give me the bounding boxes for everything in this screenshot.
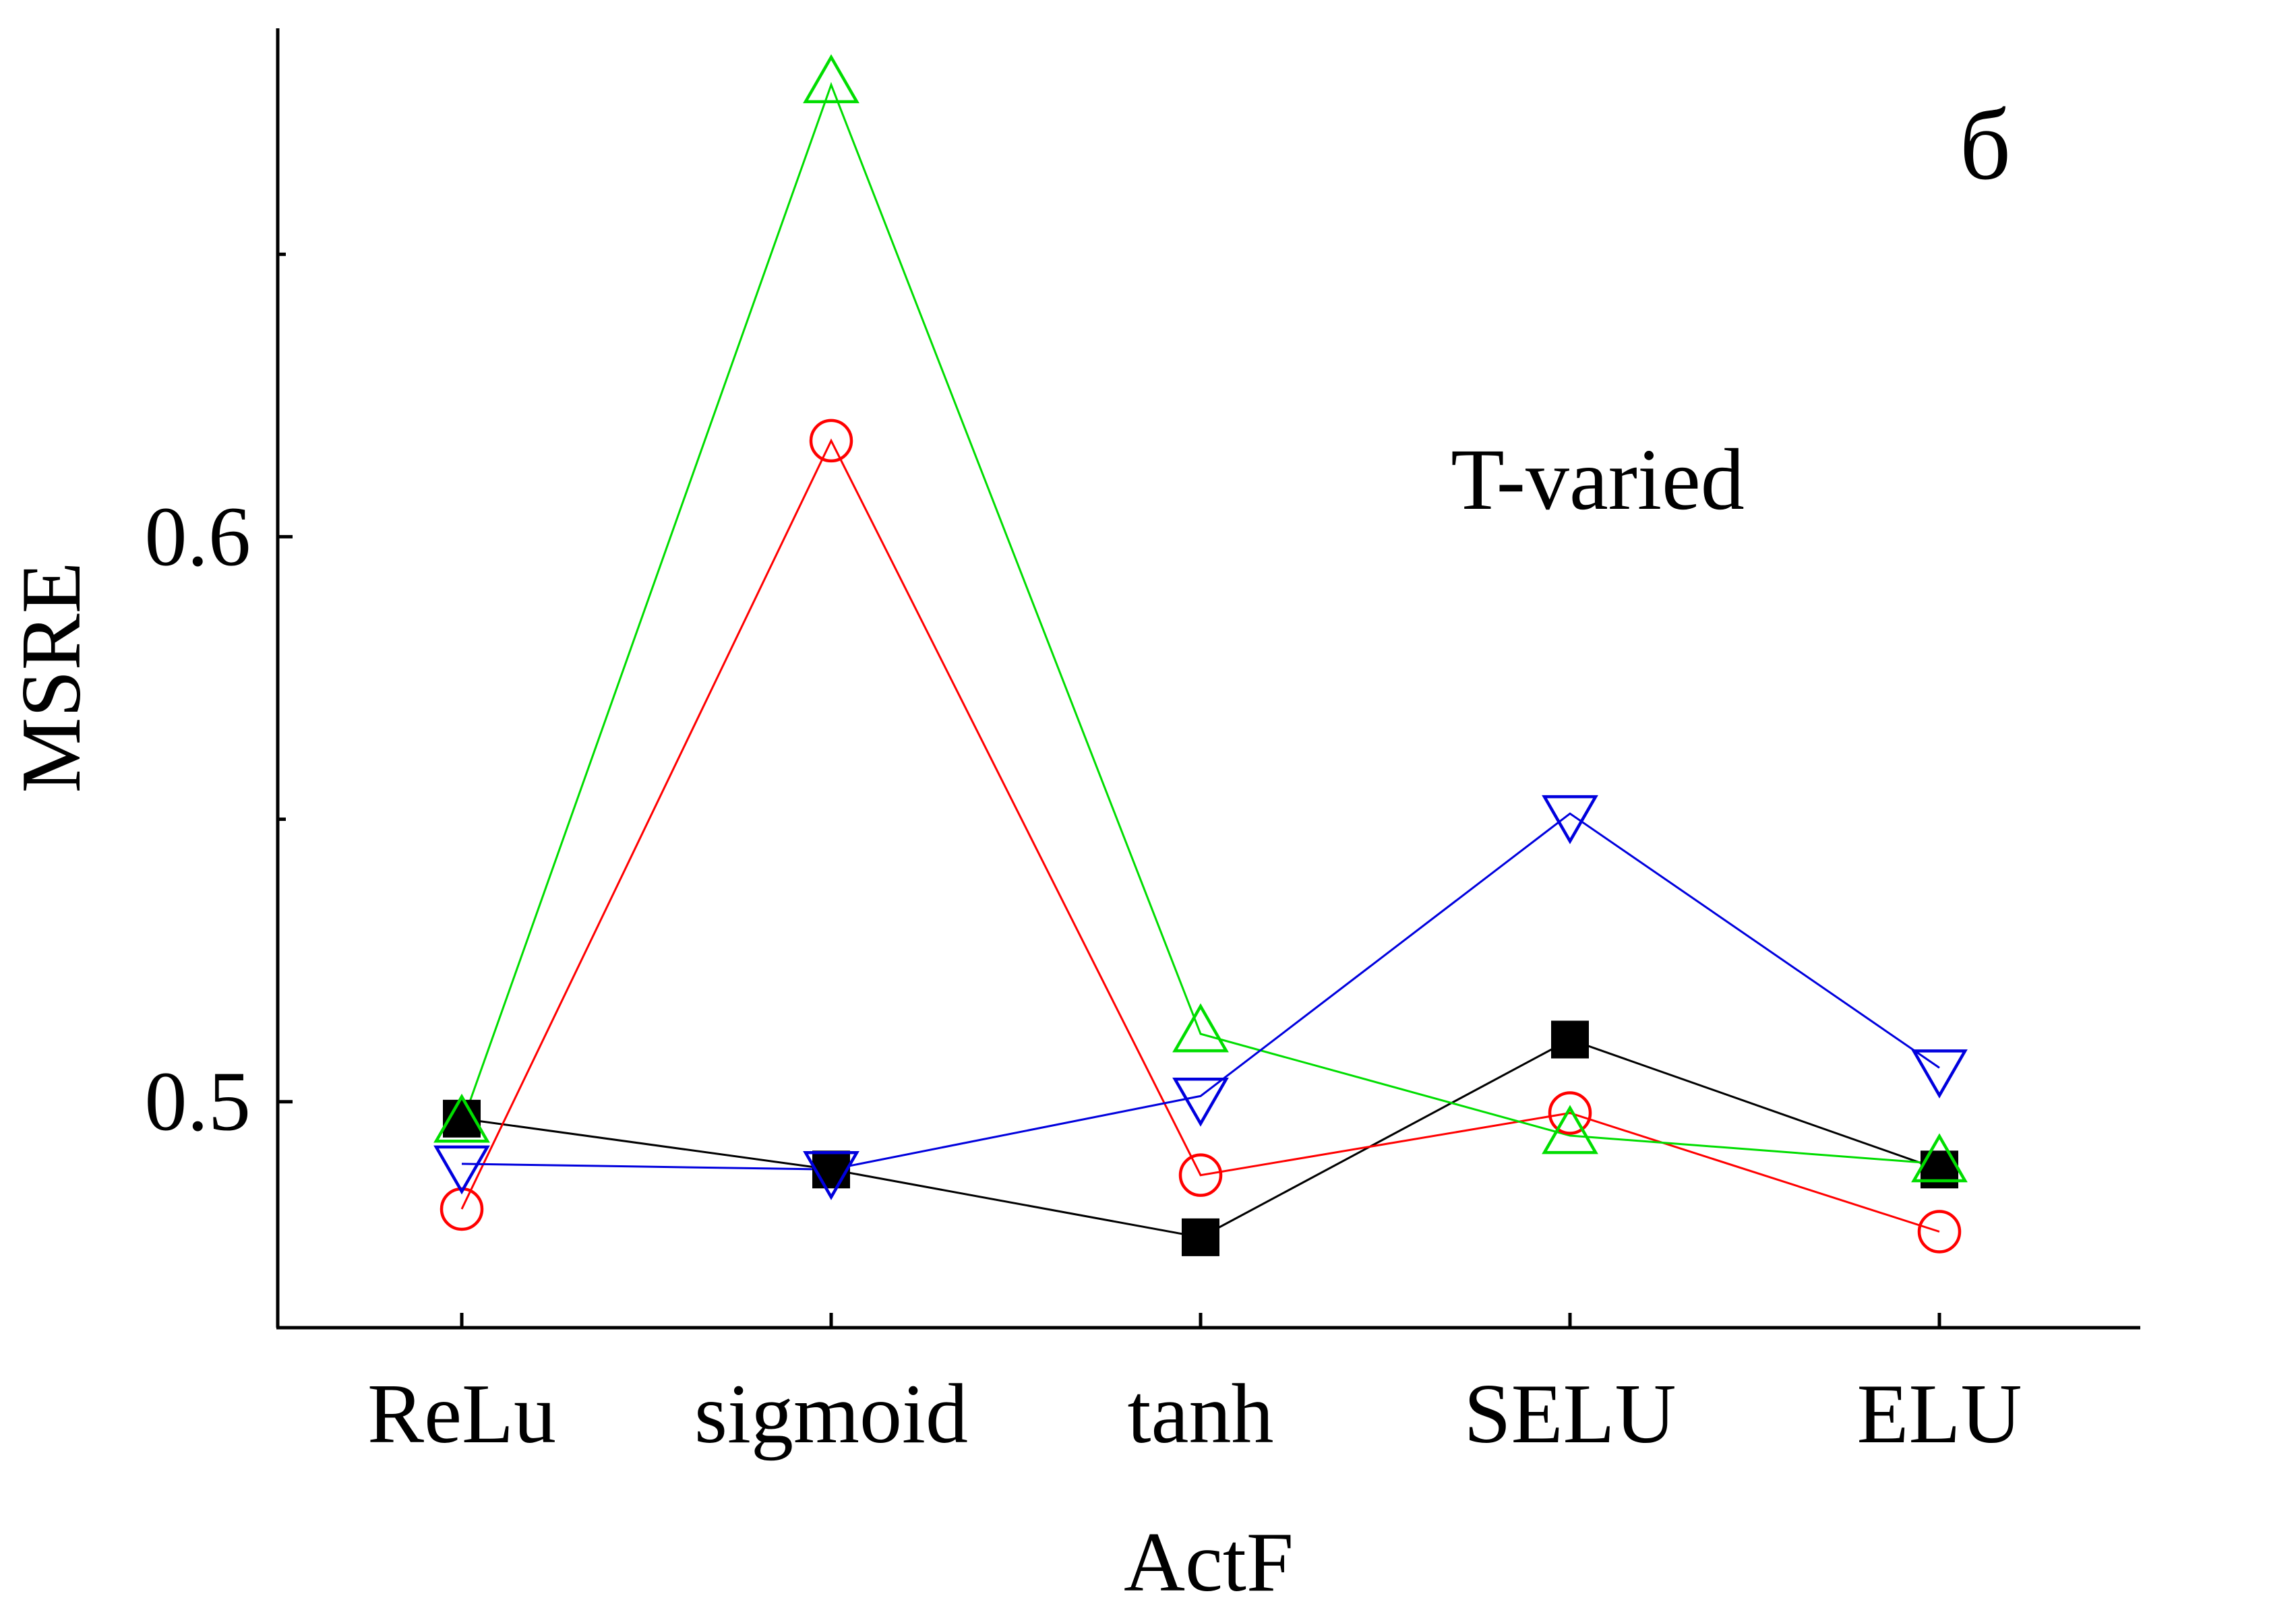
data-point <box>809 419 853 463</box>
data-point <box>433 1093 490 1143</box>
x-tick-label: sigmoid <box>694 1367 968 1461</box>
y-tick-label: 0.6 <box>145 490 251 584</box>
series-lines <box>460 82 1940 1239</box>
data-point <box>803 54 859 104</box>
panel-label: б <box>1960 89 2011 201</box>
x-tick-label: tanh <box>1128 1367 1274 1461</box>
data-point <box>433 1145 490 1195</box>
data-point <box>1911 1049 1968 1099</box>
x-ticks: ReLu sigmoid tanh SELU ELU <box>367 1313 2022 1461</box>
y-axis-title: MSRE <box>5 561 98 793</box>
data-point <box>1172 1003 1229 1053</box>
x-tick-label: SELU <box>1464 1367 1676 1461</box>
x-tick-label: ELU <box>1857 1367 2022 1461</box>
data-point <box>1548 1091 1592 1135</box>
data-point <box>803 1150 859 1200</box>
data-point <box>1542 795 1598 844</box>
data-point <box>1178 1153 1223 1197</box>
data-point <box>1911 1133 1968 1183</box>
series-markers <box>433 54 1968 1256</box>
data-point <box>1542 1105 1598 1154</box>
data-point <box>812 1150 850 1189</box>
x-axis-title: ActF <box>1124 1516 1294 1604</box>
series-line-0 <box>461 1038 1940 1239</box>
y-ticks: 0.5 0.6 <box>145 252 293 1149</box>
data-point <box>1182 1218 1219 1256</box>
series-line-1 <box>460 438 1940 1233</box>
y-tick-label: 0.5 <box>145 1055 251 1149</box>
condition-label: T-varied <box>1451 431 1745 528</box>
series-line-3 <box>461 812 1940 1171</box>
data-point <box>1172 1077 1229 1127</box>
axes <box>276 28 2140 1330</box>
x-tick-label: ReLu <box>367 1367 556 1461</box>
data-point <box>1551 1020 1589 1059</box>
series-line-2 <box>460 82 1940 1165</box>
data-point <box>1917 1210 1962 1254</box>
